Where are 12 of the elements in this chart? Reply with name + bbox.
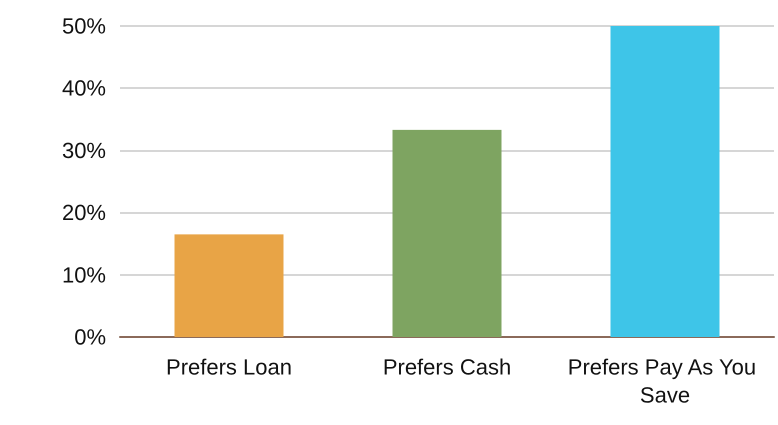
y-tick-label: 0%	[74, 324, 106, 350]
y-tick-label: 10%	[62, 262, 106, 288]
y-tick-label: 20%	[62, 200, 106, 226]
bar	[174, 234, 284, 337]
x-tick-label: Prefers Cash	[382, 354, 512, 380]
bar	[610, 26, 720, 337]
y-tick-label: 40%	[62, 76, 106, 101]
y-tick-label: 50%	[62, 14, 106, 38]
x-tick-label: Prefers Pay As You Save	[568, 354, 762, 408]
bar	[392, 130, 502, 337]
y-tick-label: 30%	[62, 138, 106, 163]
x-tick-label: Prefers Loan	[166, 354, 292, 380]
